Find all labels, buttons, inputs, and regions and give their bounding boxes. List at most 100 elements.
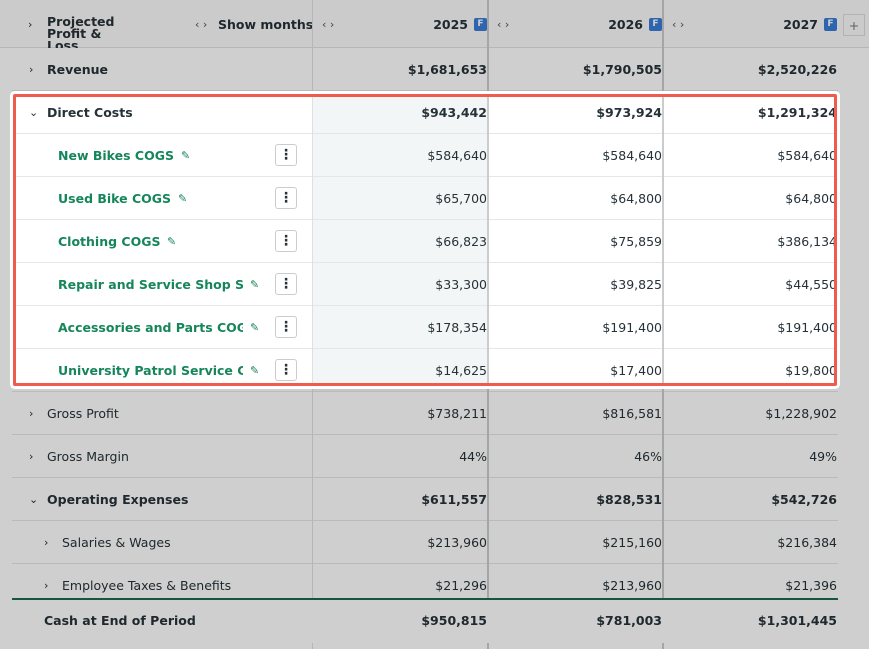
value: $542,726 <box>771 492 837 507</box>
row-label: Employee Taxes & Benefits <box>62 578 232 593</box>
row-2025-bg <box>312 134 487 177</box>
chevron[interactable]: › <box>29 63 34 76</box>
kebab-menu[interactable]: ⋮ <box>275 359 297 381</box>
row-2025-bg <box>312 306 487 349</box>
row-label[interactable]: Used Bike COGS <box>58 191 172 206</box>
kebab-menu[interactable]: ⋮ <box>275 230 297 252</box>
value: $828,531 <box>596 492 662 507</box>
show-months[interactable]: Show months <box>218 16 314 32</box>
value: $611,557 <box>421 492 487 507</box>
row-line <box>12 220 838 263</box>
kebab-menu[interactable]: ⋮ <box>275 273 297 295</box>
add-column[interactable]: + <box>843 14 865 36</box>
row-line <box>12 91 838 134</box>
value: $816,581 <box>602 406 662 421</box>
edit-icon[interactable]: ✎ <box>250 278 260 291</box>
year-header: 2026 F <box>487 14 668 34</box>
value: $1,681,653 <box>407 62 487 77</box>
value: $21,396 <box>785 578 837 593</box>
chevron[interactable]: › <box>29 450 34 463</box>
value: $584,640 <box>427 148 487 163</box>
chevron[interactable]: › <box>29 407 34 420</box>
row-label: Salaries & Wages <box>62 535 171 550</box>
edit-icon[interactable]: ✎ <box>250 321 260 334</box>
row-label[interactable]: New Bikes COGS <box>58 148 174 163</box>
forecast-badge: F <box>824 17 837 31</box>
value: $584,640 <box>777 148 837 163</box>
value: $17,400 <box>610 363 662 378</box>
value: $64,800 <box>610 191 662 206</box>
value: $943,442 <box>421 105 487 120</box>
footer-label: Cash at End of Period <box>44 613 196 628</box>
row-line <box>12 263 838 306</box>
highlight-frame <box>13 94 837 386</box>
edit-icon[interactable]: ✎ <box>181 149 191 162</box>
row-line <box>12 306 838 349</box>
year: 2026 <box>608 16 643 32</box>
row-line <box>12 349 838 392</box>
edit-icon[interactable]: ✎ <box>250 364 260 377</box>
row-label[interactable]: Clothing COGS <box>58 234 161 249</box>
column-divider <box>662 0 664 649</box>
footer-bg <box>12 598 838 643</box>
row-line <box>12 478 838 521</box>
value: $14,625 <box>435 363 487 378</box>
kebab-menu[interactable]: ⋮ <box>275 144 297 166</box>
value: $21,296 <box>435 578 487 593</box>
column-divider <box>312 0 313 649</box>
value: $584,640 <box>602 148 662 163</box>
overlay <box>0 0 869 92</box>
value: $215,160 <box>602 535 662 550</box>
row-2025-bg <box>312 478 487 521</box>
row-line <box>12 392 838 435</box>
footer-value: $1,301,445 <box>757 613 837 628</box>
kebab-menu[interactable]: ⋮ <box>275 187 297 209</box>
value: $33,300 <box>435 277 487 292</box>
row-2025-bg <box>312 91 487 134</box>
row-label[interactable]: Accessories and Parts COGS <box>58 320 243 335</box>
value: $39,825 <box>610 277 662 292</box>
value: $44,550 <box>785 277 837 292</box>
row-2025-bg <box>312 48 487 91</box>
row-2025-bg <box>312 263 487 306</box>
col-arrows[interactable]: ‹ › <box>497 18 510 31</box>
row-2025-bg <box>312 177 487 220</box>
value: 46% <box>634 449 662 464</box>
year: 2027 <box>783 16 818 32</box>
row-line <box>12 177 838 220</box>
edit-icon[interactable]: ✎ <box>178 192 188 205</box>
value: $19,800 <box>785 363 837 378</box>
header-bg <box>0 0 869 48</box>
forecast-badge: F <box>474 17 487 31</box>
edit-icon[interactable]: ✎ <box>167 235 177 248</box>
col-arrows[interactable]: ‹ › <box>672 18 685 31</box>
year-header: 2025 F <box>312 14 493 34</box>
row-label[interactable]: University Patrol Service Con... <box>58 363 243 378</box>
chevron[interactable]: ⌄ <box>29 493 39 506</box>
toggle-arrows[interactable]: ‹ › <box>195 18 208 31</box>
row-label: Gross Margin <box>47 449 129 464</box>
value: $386,134 <box>777 234 837 249</box>
chevron[interactable]: › <box>44 579 49 592</box>
chevron[interactable]: › <box>28 17 33 31</box>
row-line <box>12 134 838 177</box>
value: $1,228,902 <box>765 406 837 421</box>
row-label: Direct Costs <box>47 105 133 120</box>
row-label: Revenue <box>47 62 109 77</box>
year: 2025 <box>433 16 468 32</box>
row-label[interactable]: Repair and Service Shop Su... <box>58 277 243 292</box>
value: $216,384 <box>777 535 837 550</box>
footer-value: $950,815 <box>421 613 487 628</box>
row-line <box>12 521 838 564</box>
column-divider <box>487 0 489 649</box>
row-2025-bg <box>312 521 487 564</box>
kebab-menu[interactable]: ⋮ <box>275 316 297 338</box>
value: $191,400 <box>602 320 662 335</box>
overlay <box>0 92 12 384</box>
chevron[interactable]: › <box>44 536 49 549</box>
chevron[interactable]: ⌄ <box>29 106 39 119</box>
value: $75,859 <box>610 234 662 249</box>
value: $66,823 <box>435 234 487 249</box>
col-arrows[interactable]: ‹ › <box>322 18 335 31</box>
